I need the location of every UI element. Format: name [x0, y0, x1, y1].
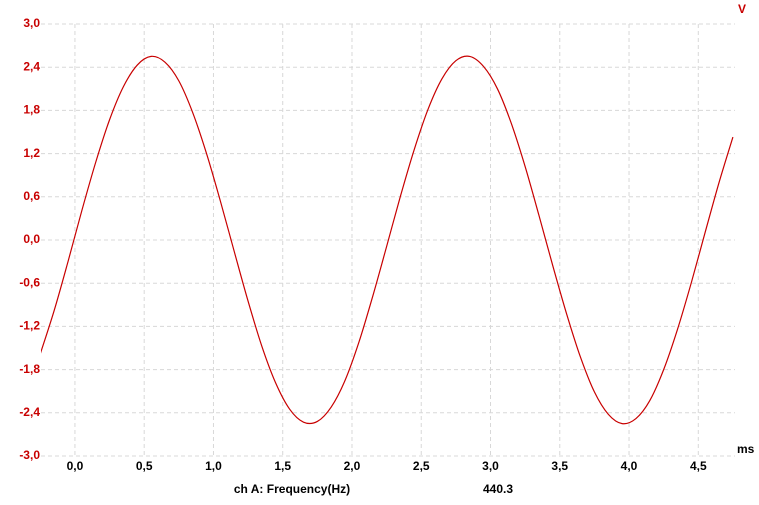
x-tick-label: 4,5	[690, 459, 707, 473]
x-tick-label: 0,0	[67, 459, 84, 473]
y-tick-label: -2,4	[19, 405, 40, 419]
x-tick-label: 2,0	[344, 459, 361, 473]
y-tick-label: -3,0	[19, 448, 40, 462]
y-tick-label: 1,8	[23, 103, 40, 117]
y-tick-label: -1,2	[19, 319, 40, 333]
x-unit: ms	[737, 442, 755, 456]
x-tick-label: 3,5	[551, 459, 568, 473]
y-tick-label: -0,6	[19, 275, 40, 289]
y-tick-label: 0,0	[23, 232, 40, 246]
y-tick-label: -1,8	[19, 362, 40, 376]
y-tick-label: 0,6	[23, 189, 40, 203]
y-unit: V	[738, 2, 746, 16]
y-tick-label: 3,0	[23, 16, 40, 30]
x-tick-label: 4,0	[621, 459, 638, 473]
x-tick-label: 1,5	[274, 459, 291, 473]
y-tick-label: 2,4	[23, 59, 40, 73]
x-tick-label: 3,0	[482, 459, 499, 473]
measurement-label: ch A: Frequency(Hz)	[234, 482, 350, 496]
measurement-value: 440.3	[483, 482, 513, 496]
y-tick-label: 1,2	[23, 146, 40, 160]
x-tick-label: 0,5	[136, 459, 153, 473]
x-tick-label: 2,5	[413, 459, 430, 473]
x-tick-label: 1,0	[205, 459, 222, 473]
signal-line	[41, 55, 734, 425]
